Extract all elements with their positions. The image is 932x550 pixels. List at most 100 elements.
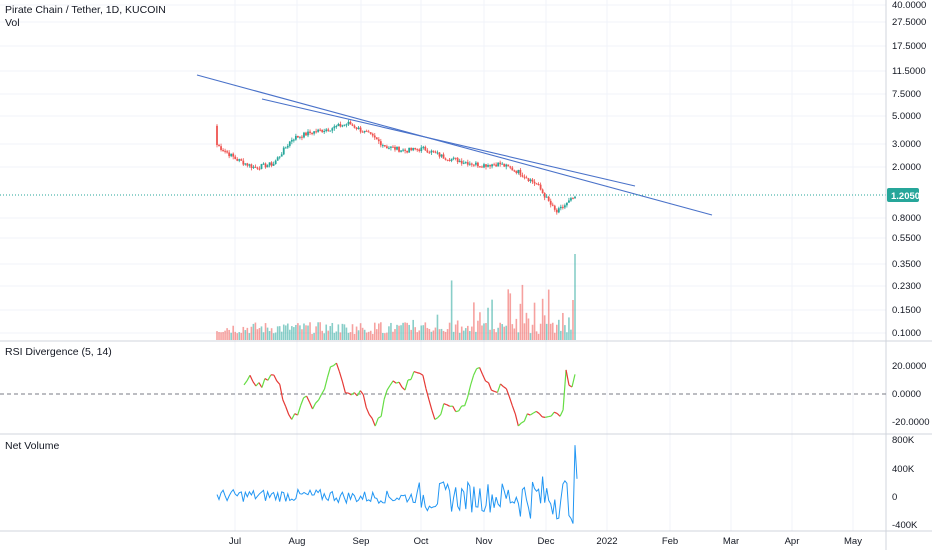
- trendline-outer[interactable]: [196, 74, 713, 216]
- candle-body: [246, 163, 249, 166]
- volume-bar: [547, 289, 550, 340]
- candle-body: [501, 163, 504, 165]
- rsi-segment: [279, 384, 284, 400]
- volume-bar: [406, 322, 408, 340]
- volume-bar: [254, 322, 257, 340]
- price-tick-label: 17.5000: [892, 41, 926, 52]
- candle-body: [555, 209, 558, 213]
- volume-bar: [462, 330, 465, 340]
- candle-body: [355, 127, 358, 129]
- volume-bar: [450, 280, 453, 340]
- candle-body: [561, 206, 564, 208]
- time-tick-label: Oct: [414, 536, 429, 547]
- candle-body: [487, 165, 489, 167]
- time-tick-label: Feb: [662, 536, 678, 547]
- candle-body: [278, 156, 281, 158]
- price-tick-label: 0.2300: [892, 281, 921, 292]
- rsi-segment: [550, 411, 555, 417]
- volume-bar: [278, 326, 281, 340]
- volume-bar: [384, 333, 386, 340]
- trendline-inner[interactable]: [261, 98, 636, 187]
- netvolume-tick-label: 400K: [892, 464, 915, 475]
- candle-body: [572, 198, 574, 200]
- volume-bar: [226, 328, 228, 340]
- volume-bar: [517, 332, 520, 340]
- candle-body: [351, 124, 354, 126]
- volume-bar: [301, 329, 303, 340]
- candle-body: [270, 162, 273, 166]
- time-tick-label: Sep: [353, 536, 370, 547]
- volume-bar: [412, 319, 414, 340]
- candle-body: [529, 179, 532, 182]
- volume-bar: [456, 320, 459, 340]
- volume-bar: [537, 333, 540, 340]
- rsi-segment: [446, 404, 451, 407]
- candle-body: [450, 158, 453, 161]
- rsi-segment: [335, 362, 340, 372]
- candle-body: [218, 145, 220, 147]
- candle-body: [315, 131, 318, 133]
- candle-body: [466, 162, 469, 165]
- rsi-segment: [419, 372, 424, 376]
- candle-body: [398, 146, 400, 152]
- price-tick-label: 0.1000: [892, 328, 921, 339]
- rsi-segment: [529, 412, 534, 416]
- rsi-segment: [496, 383, 502, 393]
- volume-bar: [428, 328, 431, 340]
- candle-body: [230, 153, 233, 157]
- candle-body: [485, 164, 487, 167]
- rsi-segment: [261, 378, 266, 388]
- volume-bar: [549, 323, 552, 340]
- volume-bar: [260, 326, 263, 340]
- candle-body: [388, 147, 390, 149]
- volume-bar: [543, 315, 546, 340]
- volume-bar: [280, 331, 283, 340]
- volume-bar: [491, 299, 493, 340]
- volume-bar: [485, 323, 487, 340]
- rsi-segment: [548, 415, 552, 418]
- rsi-segment: [521, 420, 525, 424]
- candle-body: [317, 129, 320, 132]
- candle-body: [519, 169, 522, 176]
- last-price-tag: 1.2050: [887, 188, 920, 202]
- candle-body: [557, 208, 560, 213]
- candle-body: [343, 124, 346, 126]
- volume-bar: [420, 325, 423, 340]
- volume-bar: [224, 330, 226, 340]
- rsi-segment: [535, 410, 540, 414]
- candle-body: [410, 147, 413, 151]
- volume-bar: [359, 323, 362, 340]
- volume-bar: [331, 322, 334, 340]
- volume-bar: [426, 327, 429, 340]
- rsi-segment: [333, 362, 337, 367]
- volume-bar: [343, 324, 346, 340]
- volume-bar: [266, 327, 269, 340]
- candle-body: [357, 127, 360, 129]
- rsi-segment: [545, 416, 549, 418]
- candle-body: [244, 163, 247, 165]
- volume-bar: [424, 322, 427, 340]
- candle-body: [325, 129, 328, 132]
- candle-body: [402, 149, 404, 151]
- rsi-segment: [422, 375, 427, 389]
- candle-body: [523, 176, 526, 178]
- candle-body: [515, 170, 518, 174]
- chart-grid: [0, 0, 886, 531]
- rsi-segment: [318, 394, 323, 401]
- price-tick-label: 0.1500: [892, 305, 921, 316]
- volume-bar: [240, 332, 243, 340]
- candle-body: [256, 167, 259, 169]
- price-tick-label: 0.5500: [892, 233, 921, 244]
- candle-body: [238, 159, 241, 161]
- candle-body: [349, 121, 352, 125]
- candle-body: [434, 151, 437, 153]
- volume-bar: [317, 322, 319, 340]
- candle-body: [224, 150, 226, 152]
- rsi-segment: [571, 374, 576, 388]
- rsi-segment: [386, 384, 391, 391]
- candle-body: [341, 125, 344, 127]
- candle-body: [493, 164, 495, 166]
- volume-bar: [564, 325, 566, 340]
- volume-bar: [521, 284, 524, 340]
- rsi-segment: [455, 410, 459, 413]
